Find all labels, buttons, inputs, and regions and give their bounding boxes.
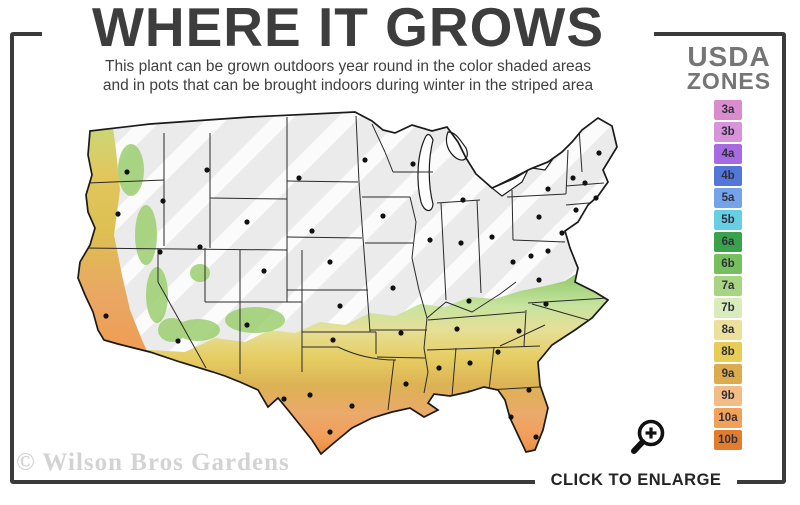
legend-zone-9b: 9b [714,386,742,406]
subtitle-line-1: This plant can be grown outdoors year ro… [105,58,591,75]
legend-zone-10a: 10a [714,408,742,428]
legend-zone-5a: 5a [714,188,742,208]
legend-title-line-1: USDA [687,41,771,72]
header: WHERE IT GROWS [42,0,654,57]
legend-zone-9a: 9a [714,364,742,384]
legend-zone-10b: 10b [714,430,742,450]
legend-zone-7b: 7b [714,298,742,318]
legend-zone-6b: 6b [714,254,742,274]
legend-zone-6a: 6a [714,232,742,252]
subtitle-line-2: and in pots that can be brought indoors … [102,76,594,94]
page-title: WHERE IT GROWS [91,0,605,58]
legend-title-line-2: ZONES [686,67,772,94]
legend-zone-8a: 8a [714,320,742,340]
click-to-enlarge-label: CLICK TO ENLARGE [550,471,722,489]
legend-zone-4b: 4b [714,166,742,186]
legend-zone-3b: 3b [714,122,742,142]
legend-zone-3a: 3a [714,100,742,120]
legend-zone-5b: 5b [714,210,742,230]
legend-zones: 3a 3b 4a 4b 5a 5b 6a 6b 7a 7b 8a 8b 9a 9b 10a 10b [714,100,742,450]
city-dots [103,150,602,440]
state-borders [79,115,609,411]
zoom-in-icon[interactable] [626,415,670,459]
subtitle: This plant can be grown outdoors year ro… [42,58,654,96]
legend-zone-7a: 7a [714,276,742,296]
click-to-enlarge-button[interactable]: CLICK TO ENLARGE [535,468,737,494]
legend-zone-4a: 4a [714,144,742,164]
watermark: © Wilson Bros Gardens [16,449,290,476]
legend-title: USDA ZONES [664,41,794,94]
legend-zone-8b: 8b [714,342,742,362]
